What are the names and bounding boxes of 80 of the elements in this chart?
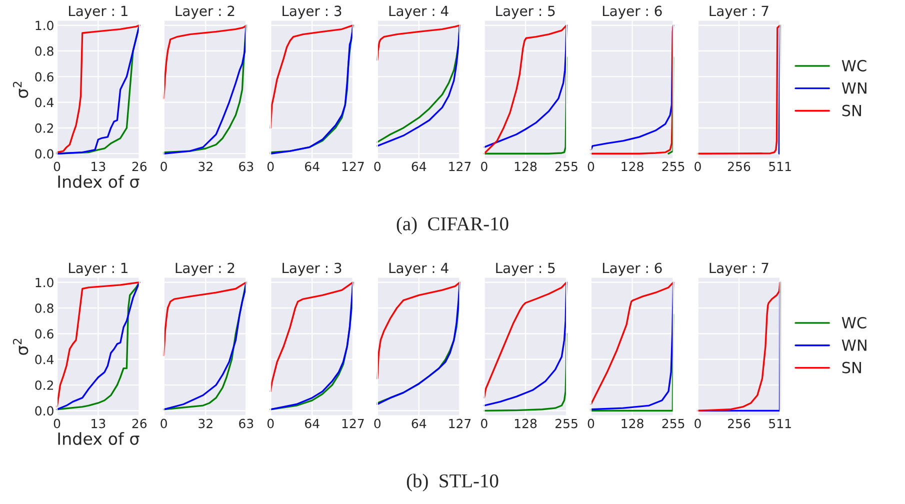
x-tick-label: 127 xyxy=(342,418,364,428)
y-tick-label: 0.6 xyxy=(35,329,54,339)
x-tick-label: 0 xyxy=(694,418,701,428)
x-tick-label: 26 xyxy=(132,418,147,428)
chart-title: Layer : 1 xyxy=(69,6,128,19)
x-tick-label: 0 xyxy=(694,162,701,172)
y-tick-label: 0.2 xyxy=(35,380,53,390)
x-tick-label: 32 xyxy=(198,162,212,172)
y-tick-label: 1.0 xyxy=(36,278,54,288)
x-tick-label: 128 xyxy=(514,162,537,172)
chart-title: Layer : 3 xyxy=(282,262,342,276)
chart-title: Layer : 7 xyxy=(710,6,768,19)
chart-title: Layer : 7 xyxy=(710,262,768,276)
chart-title: Layer : 5 xyxy=(496,6,555,19)
y-tick-label: 0.0 xyxy=(35,406,54,416)
x-tick-label: 26 xyxy=(132,162,147,172)
y-tick-label: 0.2 xyxy=(35,123,53,133)
text: (a) CIFAR-10 xyxy=(396,216,508,234)
x-tick-label: 0 xyxy=(54,418,60,428)
chart-title: Layer : 3 xyxy=(282,6,342,19)
x-tick-label: 511 xyxy=(769,418,791,428)
x-tick-label: 255 xyxy=(556,162,578,172)
legend-label: WC xyxy=(842,60,866,72)
x-tick-label: 63 xyxy=(239,418,254,428)
x-tick-label: 127 xyxy=(342,162,364,172)
x-tick-label: 64 xyxy=(305,418,320,428)
y-tick-label: 0.6 xyxy=(35,72,54,82)
x-tick-label: 0 xyxy=(54,162,60,172)
x-axis-title: Index of σ xyxy=(58,175,140,188)
x-tick-label: 32 xyxy=(198,418,212,428)
x-tick-label: 0 xyxy=(588,162,594,172)
x-tick-label: 128 xyxy=(622,162,644,172)
x-tick-label: 256 xyxy=(728,162,750,172)
x-tick-label: 127 xyxy=(449,418,471,428)
x-tick-label: 0 xyxy=(481,418,488,428)
x-tick-label: 0 xyxy=(588,418,594,428)
chart-title: Layer : 5 xyxy=(496,262,555,276)
chart-title: Layer : 4 xyxy=(389,262,448,276)
x-axis-title: Index of σ xyxy=(58,432,140,445)
y-tick-label: 0.8 xyxy=(35,46,54,56)
legend-label: SN xyxy=(842,104,861,116)
chart-title: Layer : 6 xyxy=(602,6,662,19)
x-tick-label: 0 xyxy=(160,418,167,428)
x-tick-label: 255 xyxy=(662,162,684,172)
x-tick-label: 511 xyxy=(769,162,791,172)
x-tick-label: 0 xyxy=(374,418,381,428)
y-axis-title: σ$^{2}$ xyxy=(12,82,28,98)
x-tick-label: 255 xyxy=(662,418,684,428)
x-tick-label: 0 xyxy=(160,162,167,172)
x-tick-label: 255 xyxy=(556,418,578,428)
x-tick-label: 0 xyxy=(267,162,274,172)
x-tick-label: 0 xyxy=(481,162,488,172)
text: (b) STL-10 xyxy=(406,474,498,492)
x-tick-label: 256 xyxy=(728,418,750,428)
chart-title: Layer : 4 xyxy=(389,6,448,19)
x-tick-label: 13 xyxy=(92,162,106,172)
x-tick-label: 63 xyxy=(239,162,254,172)
y-tick-label: 0.4 xyxy=(35,354,54,364)
y-tick-label: 0.0 xyxy=(35,149,54,159)
x-tick-label: 13 xyxy=(92,418,106,428)
x-tick-label: 64 xyxy=(305,162,320,172)
chart-title: Layer : 2 xyxy=(176,262,234,276)
y-tick-label: 1.0 xyxy=(36,20,54,30)
x-tick-label: 127 xyxy=(449,162,471,172)
chart-title: Layer : 6 xyxy=(602,262,662,276)
x-tick-label: 64 xyxy=(412,162,426,172)
legend-label: WN xyxy=(842,82,866,94)
x-tick-label: 128 xyxy=(514,418,537,428)
x-tick-label: 128 xyxy=(622,418,644,428)
y-tick-label: 0.4 xyxy=(35,98,54,108)
x-tick-label: 0 xyxy=(267,418,274,428)
chart-title: Layer : 2 xyxy=(176,6,234,19)
legend-label: SN xyxy=(842,362,861,374)
legend-label: WN xyxy=(842,340,866,351)
y-axis-title: σ$^{2}$ xyxy=(12,338,28,355)
x-tick-label: 64 xyxy=(412,418,426,428)
chart-title: Layer : 1 xyxy=(69,262,128,276)
y-tick-label: 0.8 xyxy=(35,303,54,313)
x-tick-label: 0 xyxy=(374,162,381,172)
legend-label: WC xyxy=(842,316,866,329)
